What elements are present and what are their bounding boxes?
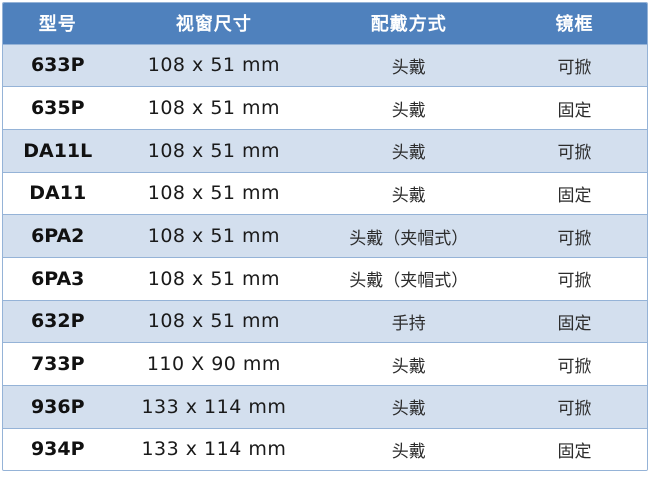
window-size-cell: 108 x 51 mm bbox=[147, 97, 281, 119]
model-cell: 733P bbox=[30, 353, 85, 376]
window-size-cell: 108 x 51 mm bbox=[147, 182, 281, 205]
model-cell: 633P bbox=[30, 54, 85, 77]
product-spec-table: 型号 视窗尺寸 配戴方式 镜框 633P 108 x 51 mm 头戴 可掀 635P 1… bbox=[3, 3, 647, 470]
wearing-method-cell: 头戴 bbox=[391, 143, 426, 164]
header-row: 型号 视窗尺寸 配戴方式 镜框 bbox=[3, 3, 647, 44]
wearing-method-cell: 手持 bbox=[391, 313, 426, 334]
frame-cell: 固定 bbox=[557, 313, 592, 334]
wearing-method-cell: 头戴 bbox=[391, 441, 426, 462]
table-row: DA11 108 x 51 mm 头戴 固定 bbox=[3, 172, 647, 215]
wearing-method-cell: 头戴（夹帽式） bbox=[349, 271, 469, 292]
window-size-cell: 108 x 51 mm bbox=[147, 225, 281, 248]
wearing-method-cell: 头戴 bbox=[391, 399, 426, 420]
frame-cell: 固定 bbox=[557, 185, 592, 206]
table-row: 936P 133 x 114 mm 头戴 可掀 bbox=[3, 385, 647, 429]
product-spec-table-container: 型号 视窗尺寸 配戴方式 镜框 633P 108 x 51 mm 头戴 可掀 635P 1… bbox=[2, 2, 648, 471]
frame-cell: 固定 bbox=[557, 100, 592, 121]
table-row: 633P 108 x 51 mm 头戴 可掀 bbox=[3, 44, 647, 87]
model-cell: 6PA2 bbox=[31, 225, 85, 248]
model-cell: 632P bbox=[30, 310, 85, 333]
table-row: 632P 108 x 51 mm 手持 固定 bbox=[3, 300, 647, 343]
table-row: 635P 108 x 51 mm 头戴 固定 bbox=[3, 86, 647, 130]
window-size-cell: 108 x 51 mm bbox=[147, 310, 281, 333]
table-header: 型号 视窗尺寸 配戴方式 镜框 bbox=[3, 3, 647, 44]
window-size-cell: 133 x 114 mm bbox=[141, 395, 287, 418]
table-row: DA11L 108 x 51 mm 头戴 可掀 bbox=[3, 129, 647, 173]
column-header-frame: 镜框 bbox=[502, 3, 647, 44]
frame-cell: 固定 bbox=[557, 441, 592, 462]
wearing-method-cell: 头戴 bbox=[391, 356, 426, 377]
table-row: 6PA2 108 x 51 mm 头戴（夹帽式） 可掀 bbox=[3, 214, 647, 258]
model-cell: 934P bbox=[30, 438, 85, 461]
table-body: 633P 108 x 51 mm 头戴 可掀 635P 108 x 51 mm 头戴 固定 DA… bbox=[3, 44, 647, 470]
window-size-cell: 108 x 51 mm bbox=[147, 139, 281, 162]
frame-cell: 可掀 bbox=[557, 271, 592, 292]
model-cell: 936P bbox=[30, 395, 85, 418]
column-header-model: 型号 bbox=[3, 3, 113, 44]
table-row: 934P 133 x 114 mm 头戴 固定 bbox=[3, 428, 647, 470]
wearing-method-cell: 头戴 bbox=[391, 100, 426, 121]
wearing-method-cell: 头戴 bbox=[391, 57, 426, 78]
wearing-method-cell: 头戴 bbox=[391, 185, 426, 206]
frame-cell: 可掀 bbox=[557, 356, 592, 377]
model-cell: DA11 bbox=[29, 182, 87, 205]
model-cell: DA11L bbox=[23, 139, 93, 162]
wearing-method-cell: 头戴（夹帽式） bbox=[349, 228, 469, 249]
window-size-cell: 108 x 51 mm bbox=[147, 267, 281, 290]
frame-cell: 可掀 bbox=[557, 228, 592, 249]
frame-cell: 可掀 bbox=[557, 57, 592, 78]
table-row: 733P 110 X 90 mm 头戴 可掀 bbox=[3, 342, 647, 386]
model-cell: 635P bbox=[30, 97, 85, 119]
frame-cell: 可掀 bbox=[557, 143, 592, 164]
frame-cell: 可掀 bbox=[557, 399, 592, 420]
column-header-window-size: 视窗尺寸 bbox=[112, 3, 316, 44]
window-size-cell: 133 x 114 mm bbox=[141, 438, 287, 461]
model-cell: 6PA3 bbox=[31, 267, 85, 290]
table-row: 6PA3 108 x 51 mm 头戴（夹帽式） 可掀 bbox=[3, 257, 647, 301]
window-size-cell: 110 X 90 mm bbox=[146, 353, 281, 376]
column-header-wearing-method: 配戴方式 bbox=[315, 3, 503, 44]
window-size-cell: 108 x 51 mm bbox=[147, 54, 281, 77]
